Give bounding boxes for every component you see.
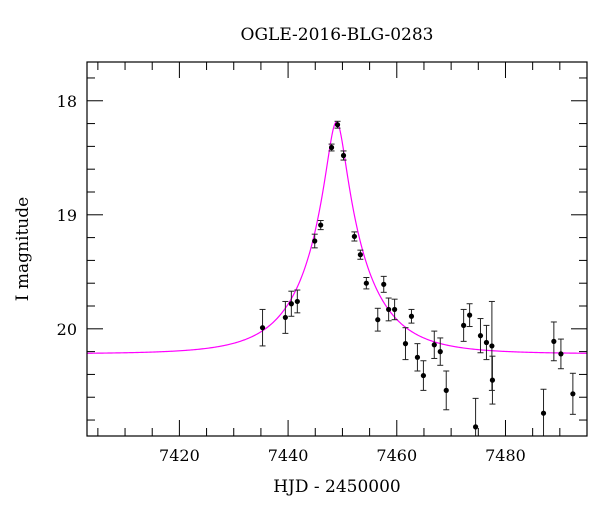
data-point [420,360,427,391]
data-point [477,318,484,354]
axis-ticks [87,62,588,436]
data-point [294,289,301,314]
data-point [437,337,444,366]
point-marker [570,391,576,397]
data-point [380,275,387,293]
x-tick-label: 7440 [268,446,309,465]
data-point [351,231,358,242]
point-marker [437,349,443,355]
data-point [363,277,370,290]
y-axis-label: I magnitude [13,197,33,301]
point-marker [357,252,363,258]
model-curve [87,121,587,354]
point-marker [408,313,415,319]
y-tick-label: 18 [57,92,77,111]
x-tick-label: 7420 [159,446,200,465]
data-point [311,233,318,249]
data-point [557,338,564,370]
data-point [472,397,479,436]
data-point [334,120,341,129]
data-point [488,300,495,391]
point-marker [318,222,324,228]
data-point [460,308,467,342]
point-marker [288,301,294,307]
point-marker [461,322,467,328]
point-marker [351,233,357,240]
point-marker [420,372,427,379]
data-point [374,307,381,332]
data-point [317,219,324,231]
y-tick-labels: 18 19 20 [57,92,77,339]
x-axis-label: HJD - 2450000 [273,477,401,497]
point-marker [443,387,449,393]
data-point [340,150,347,161]
point-marker [375,317,381,323]
data-point [259,308,266,347]
data-point [540,388,547,436]
point-marker [386,306,392,313]
data-point [414,343,421,372]
data-point [282,300,289,334]
y-tick-label: 19 [57,206,77,225]
point-marker [477,333,484,339]
point-marker [551,338,557,344]
data-point [402,327,409,361]
data-point [550,321,557,362]
x-tick-labels: 7420 7440 7460 7480 [159,446,526,465]
point-marker [381,281,387,287]
data-point [408,308,415,324]
point-marker [363,280,369,286]
point-marker [392,306,398,313]
data-point [357,249,364,260]
data-point [385,297,392,322]
point-marker [431,342,437,348]
data-points [259,120,576,436]
point-marker [489,377,496,383]
data-point [466,303,473,328]
point-marker [334,122,341,128]
data-point [443,370,450,411]
data-point [483,324,490,361]
y-tick-label: 20 [57,320,77,339]
point-marker [558,351,564,357]
point-marker [402,341,409,347]
point-marker [414,354,421,360]
x-tick-label: 7480 [485,446,526,465]
plot-frame [86,61,588,437]
point-marker [294,298,300,305]
point-marker [467,312,473,318]
point-marker [540,410,547,416]
point-marker [340,152,347,159]
x-tick-label: 7460 [376,446,417,465]
data-point [391,298,398,321]
point-marker [472,424,479,430]
data-point [431,330,438,359]
data-point [569,372,576,415]
point-marker [483,339,490,346]
data-point [489,355,496,405]
model-line [87,121,587,354]
point-marker [312,238,318,244]
point-marker [328,144,335,151]
point-marker [489,343,495,349]
data-point [288,290,295,317]
point-marker [259,325,266,331]
point-marker [282,314,288,321]
data-point [328,143,335,152]
chart-title: OGLE-2016-BLG-0283 [241,25,434,45]
